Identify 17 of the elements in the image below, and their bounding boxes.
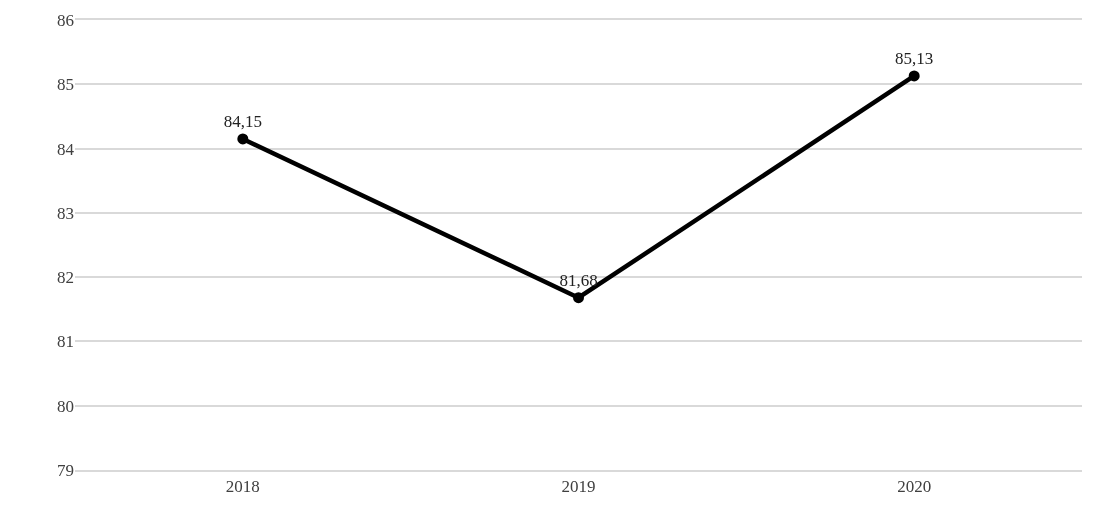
y-tick-label: 82 xyxy=(57,268,74,288)
x-tick-label: 2020 xyxy=(897,477,932,497)
y-tick-label: 81 xyxy=(57,332,74,352)
y-tick-label: 86 xyxy=(57,10,74,30)
x-tick-label: 2019 xyxy=(561,477,596,497)
point xyxy=(908,70,920,82)
data-label: 84,15 xyxy=(223,111,262,131)
y-tick-label: 79 xyxy=(57,460,74,480)
point xyxy=(237,133,249,145)
data-label: 81,68 xyxy=(559,270,598,290)
point xyxy=(573,292,584,304)
y-tick-label: 84 xyxy=(57,139,75,159)
x-tick-label: 2018 xyxy=(225,477,260,497)
y-tick-label: 83 xyxy=(57,203,74,223)
data-label: 85,13 xyxy=(895,48,934,68)
y-tick-label: 85 xyxy=(57,75,74,95)
y-tick-label: 80 xyxy=(57,396,74,416)
